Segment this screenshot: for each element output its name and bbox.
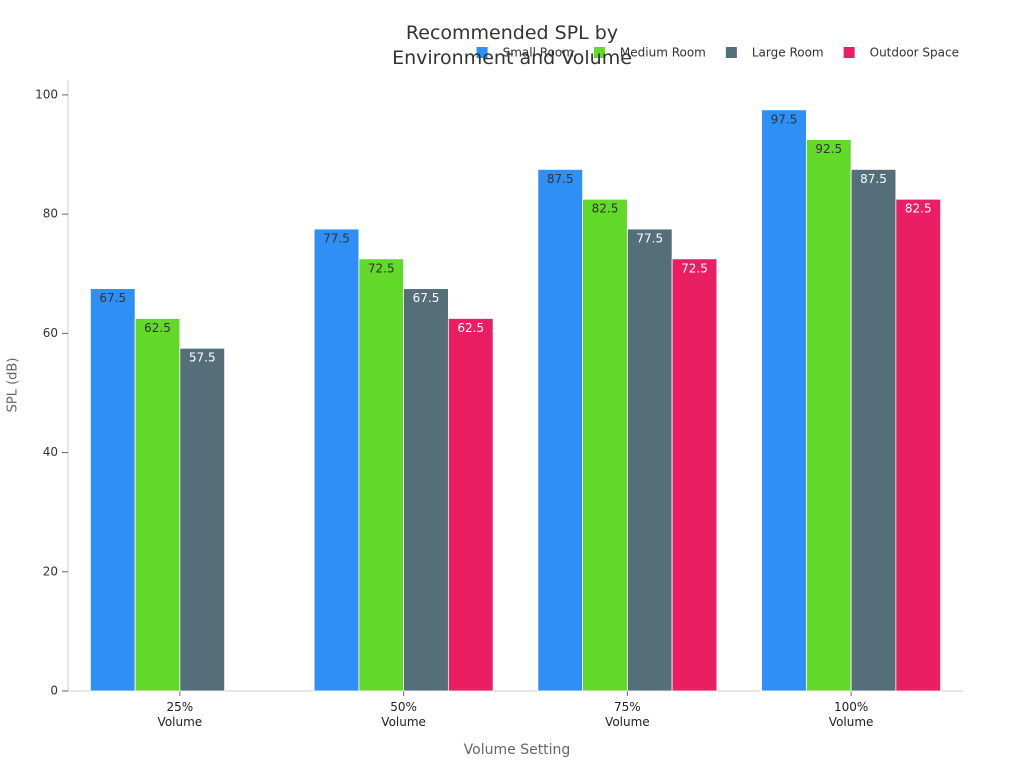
data-label: 72.5 [368, 261, 395, 275]
bar [671, 258, 718, 692]
bar [895, 198, 942, 692]
legend-label: Small Room [503, 46, 574, 60]
x-tick-label: 75% Volume [605, 700, 650, 729]
x-axis-title: Volume Setting [464, 742, 571, 758]
legend-swatch [593, 47, 605, 58]
data-label: 62.5 [457, 321, 484, 335]
x-tick-label: 25% Volume [157, 700, 203, 729]
data-label: 67.5 [413, 291, 440, 305]
data-label: 72.5 [681, 261, 708, 275]
bar [537, 169, 584, 692]
bar [626, 228, 673, 692]
bar [447, 318, 494, 692]
data-label: 62.5 [144, 321, 171, 335]
legend-swatch [476, 47, 488, 58]
bar [850, 169, 897, 692]
data-label: 87.5 [547, 172, 574, 186]
bar [358, 258, 405, 692]
data-label: 77.5 [323, 232, 350, 246]
bar [761, 109, 807, 692]
bar [89, 288, 136, 692]
x-tick-label: 100% Volume [828, 700, 874, 729]
data-label: 97.5 [771, 112, 798, 126]
x-tick-label: 50% Volume [381, 700, 426, 729]
legend-label: Medium Room [620, 46, 706, 60]
bar [134, 318, 181, 692]
data-label: 67.5 [99, 291, 126, 305]
data-label: 82.5 [905, 202, 932, 216]
y-tick-label: 80 [43, 207, 58, 221]
legend-swatch [843, 47, 855, 58]
legend-swatch [725, 47, 737, 58]
bar [805, 139, 852, 692]
bar [403, 288, 449, 692]
data-label: 92.5 [815, 142, 842, 156]
data-label: 57.5 [189, 351, 216, 365]
y-axis-title: SPL (dB) [6, 358, 21, 413]
legend-label: Outdoor Space [870, 46, 959, 60]
chart-title: Recommended SPL by Environment and Volum… [392, 22, 632, 69]
bar [582, 198, 628, 692]
y-tick-label: 100 [35, 87, 58, 101]
legend-label: Large Room [752, 46, 824, 60]
data-label: 87.5 [860, 172, 887, 186]
y-tick-label: 0 [50, 684, 58, 698]
y-tick-label: 20 [43, 564, 58, 578]
data-label: 82.5 [592, 202, 619, 216]
bar [179, 347, 226, 692]
y-tick-label: 60 [43, 326, 58, 340]
y-tick-label: 40 [43, 445, 58, 459]
data-label: 77.5 [636, 232, 663, 246]
bar [313, 228, 360, 692]
